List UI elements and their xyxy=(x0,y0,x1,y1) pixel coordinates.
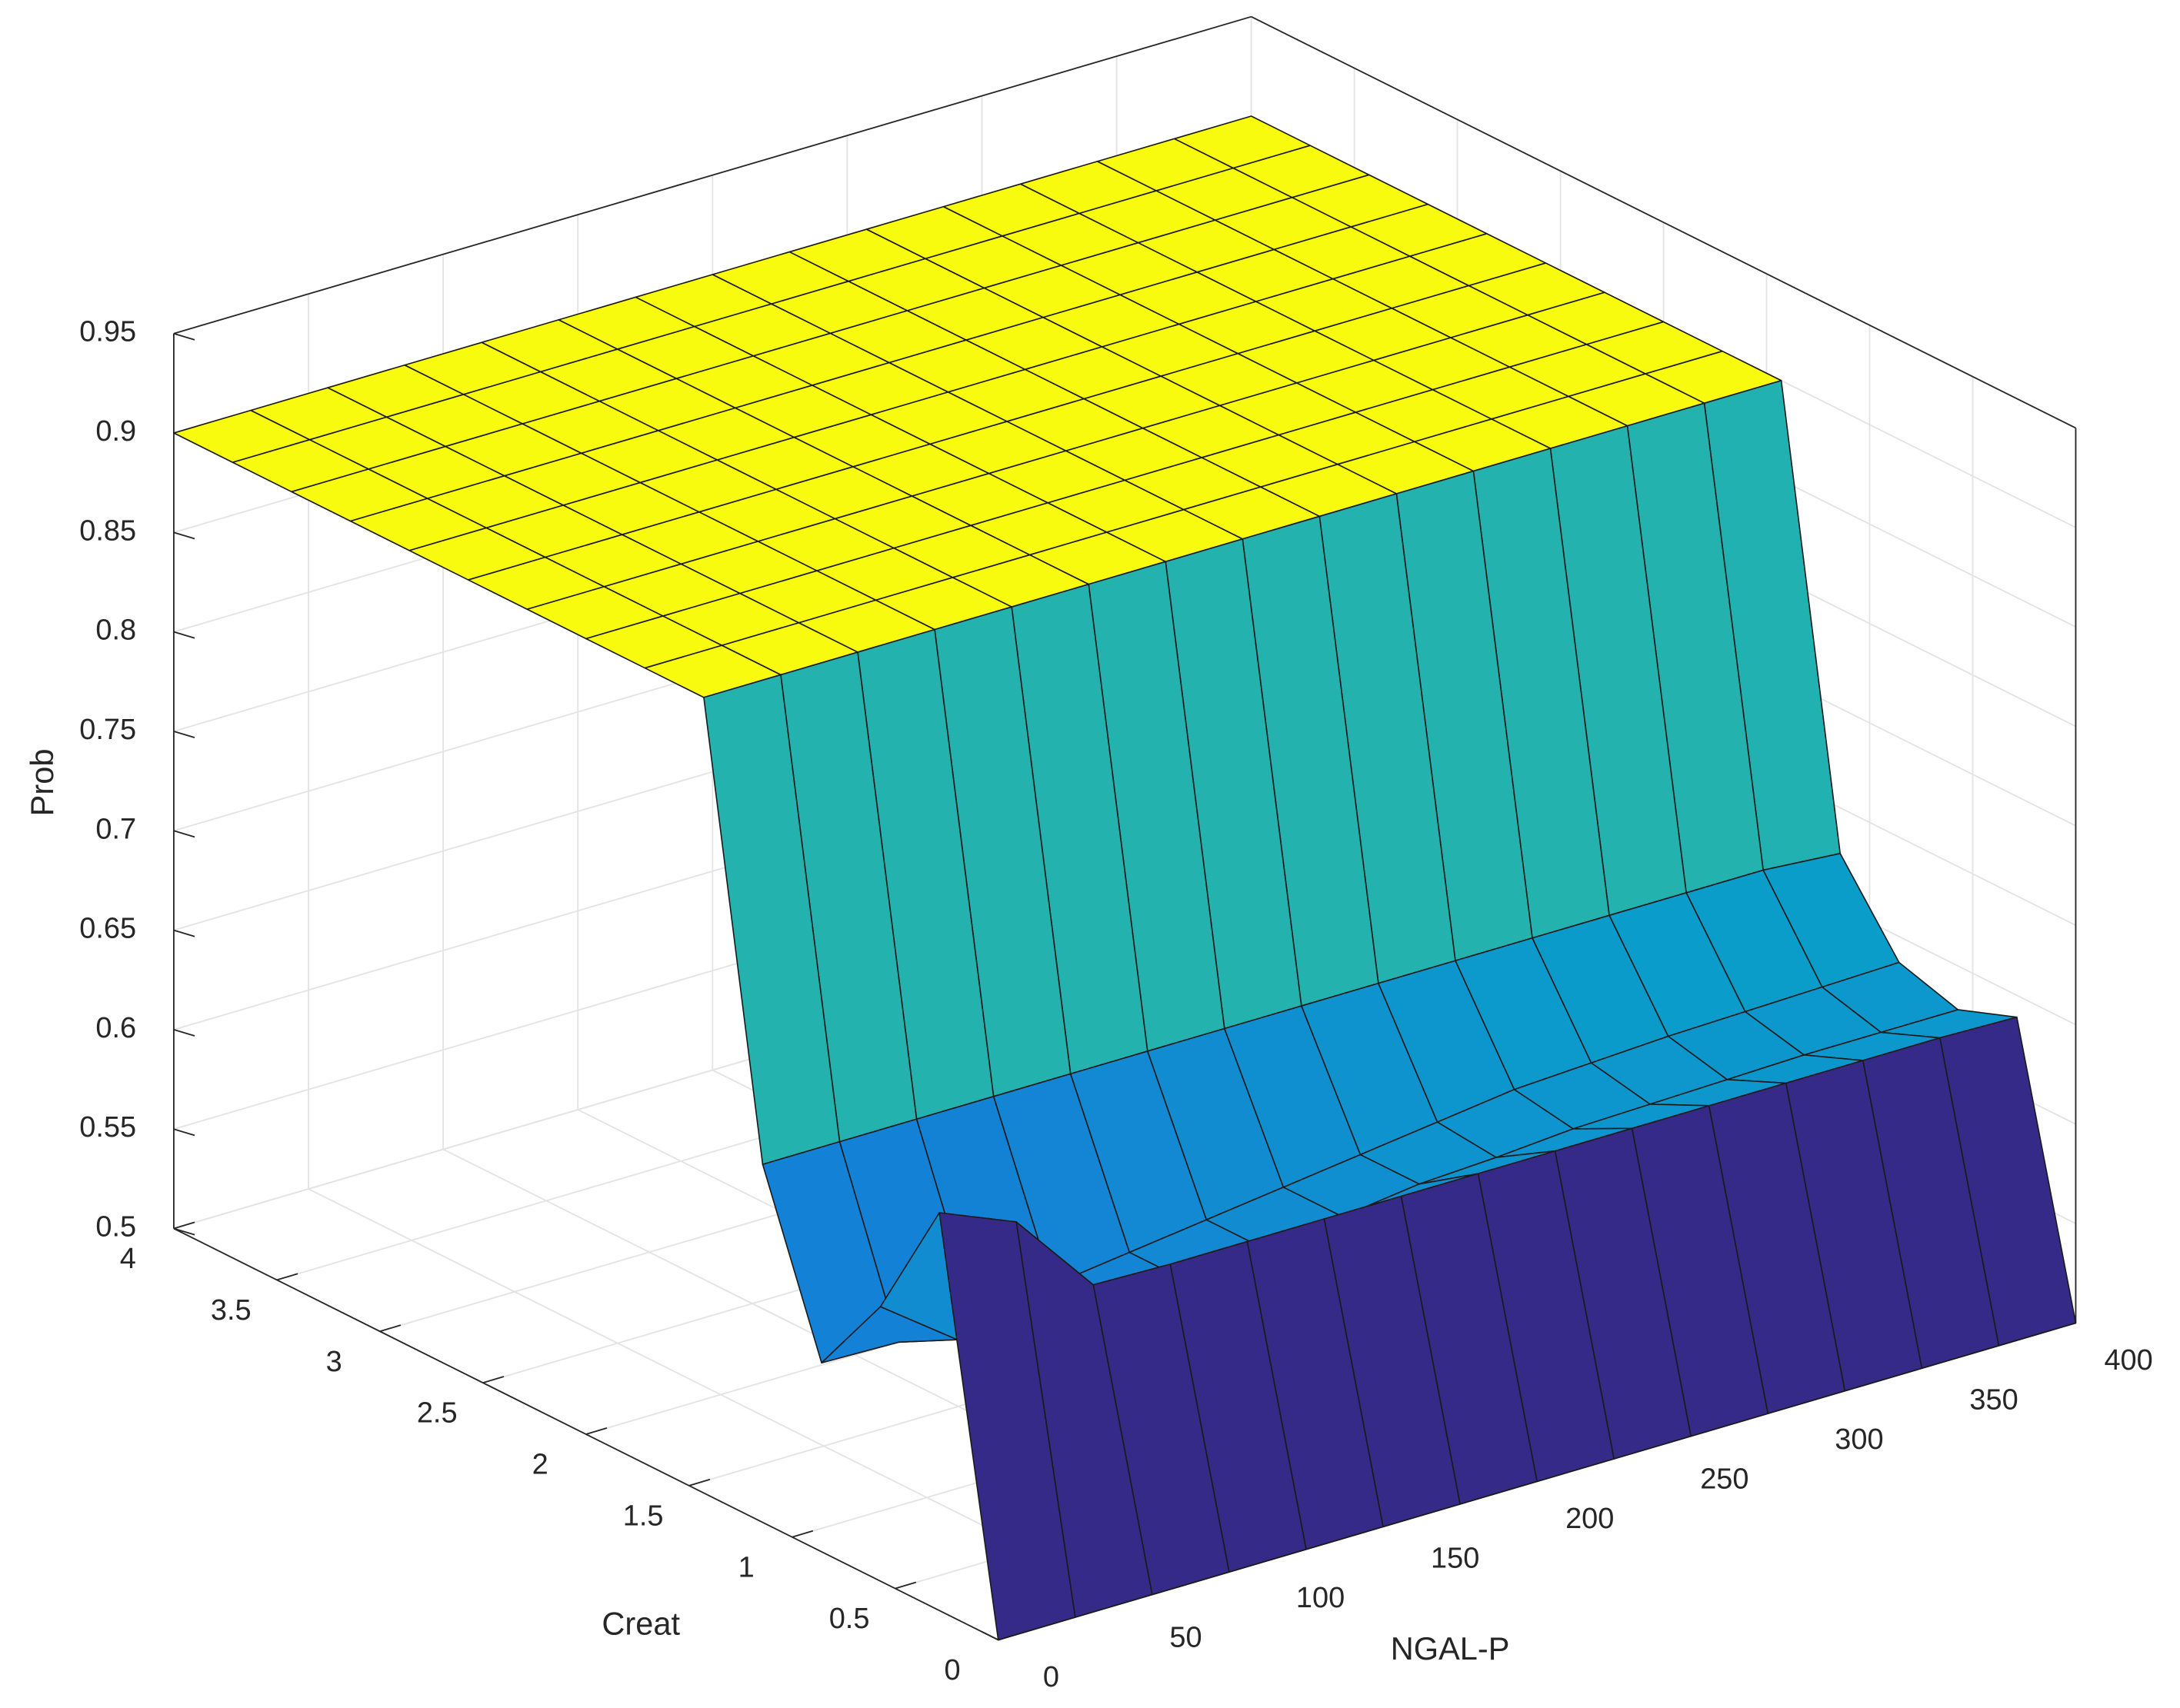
z-axis-label: Prob xyxy=(24,749,60,817)
y-tick-label: 3 xyxy=(326,1346,342,1378)
y-tick-label: 0 xyxy=(945,1654,961,1686)
x-tick-label: 200 xyxy=(1565,1503,1614,1535)
x-tick-label: 400 xyxy=(2104,1344,2152,1377)
y-tick xyxy=(895,1581,917,1590)
x-tick-label: 300 xyxy=(1835,1423,1883,1456)
axis-line xyxy=(1251,15,2076,429)
y-tick xyxy=(792,1530,814,1538)
z-tick-label: 0.55 xyxy=(79,1111,136,1144)
x-tick-label: 250 xyxy=(1700,1463,1748,1496)
z-tick-label: 0.95 xyxy=(79,316,136,348)
y-tick xyxy=(688,1478,711,1487)
z-tick xyxy=(173,332,195,341)
z-tick xyxy=(173,929,195,937)
axes: 0 50 100 150 200 250 300 350 400 0 0.5 1 1.5 2 2.5 3 3.5… xyxy=(79,15,2153,1693)
y-tick xyxy=(379,1324,402,1333)
x-tick-label: 350 xyxy=(1969,1384,2018,1417)
z-tick-label: 0.85 xyxy=(79,514,136,547)
y-tick-label: 0.5 xyxy=(829,1603,870,1635)
x-tick-label: 150 xyxy=(1431,1543,1479,1575)
z-tick xyxy=(173,531,195,540)
surface-face xyxy=(938,1212,1076,1641)
z-tick xyxy=(173,1029,195,1037)
z-tick-label: 0.5 xyxy=(95,1211,136,1244)
z-tick-label: 0.9 xyxy=(95,415,136,448)
z-tick-label: 0.65 xyxy=(79,913,136,945)
axis-line xyxy=(173,15,1252,335)
z-tick xyxy=(173,731,195,738)
y-tick xyxy=(585,1427,608,1435)
x-tick-label: 0 xyxy=(1043,1661,1059,1693)
y-tick-label: 1.5 xyxy=(623,1500,664,1532)
y-tick-label: 1 xyxy=(738,1551,755,1583)
y-tick xyxy=(276,1273,298,1281)
labels: NGAL-P Creat Prob xyxy=(24,749,1510,1666)
z-tick xyxy=(173,631,195,639)
y-tick-label: 2 xyxy=(532,1449,548,1481)
z-tick-label: 0.75 xyxy=(79,714,136,746)
y-tick-label: 4 xyxy=(120,1243,136,1275)
surface xyxy=(173,115,2077,1641)
z-tick-label: 0.8 xyxy=(95,614,136,647)
x-tick-label: 100 xyxy=(1296,1582,1345,1614)
y-tick-label: 3.5 xyxy=(211,1294,252,1327)
y-axis-label: Creat xyxy=(602,1605,680,1641)
y-tick xyxy=(173,1221,195,1230)
z-tick xyxy=(173,1128,195,1137)
x-tick-label: 50 xyxy=(1169,1622,1202,1654)
x-axis-label: NGAL-P xyxy=(1391,1630,1510,1666)
y-tick xyxy=(482,1376,505,1383)
z-tick xyxy=(173,830,195,838)
z-tick-label: 0.7 xyxy=(95,813,136,845)
y-tick-label: 2.5 xyxy=(417,1397,458,1430)
z-tick xyxy=(173,1227,195,1236)
z-tick-label: 0.6 xyxy=(95,1012,136,1044)
x-tick xyxy=(981,1630,999,1641)
